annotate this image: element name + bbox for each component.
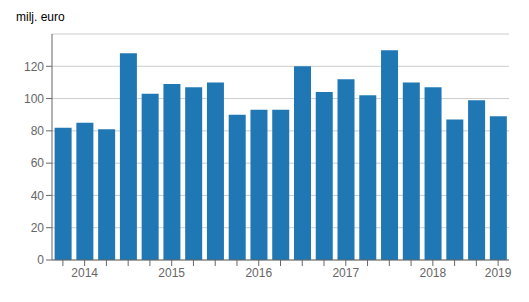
svg-text:2016: 2016 bbox=[245, 266, 272, 280]
svg-text:2018: 2018 bbox=[419, 266, 446, 280]
svg-text:100: 100 bbox=[24, 92, 44, 106]
svg-text:2017: 2017 bbox=[332, 266, 359, 280]
svg-text:2015: 2015 bbox=[158, 266, 185, 280]
svg-text:20: 20 bbox=[31, 221, 45, 235]
svg-text:40: 40 bbox=[31, 189, 45, 203]
svg-text:0: 0 bbox=[37, 253, 44, 267]
svg-text:60: 60 bbox=[31, 156, 45, 170]
svg-text:80: 80 bbox=[31, 124, 45, 138]
svg-text:120: 120 bbox=[24, 60, 44, 74]
html-text:milj. euro: milj. euro bbox=[16, 10, 65, 24]
svg-text:2014: 2014 bbox=[71, 266, 98, 280]
svg-text:2019: 2019 bbox=[485, 266, 512, 280]
